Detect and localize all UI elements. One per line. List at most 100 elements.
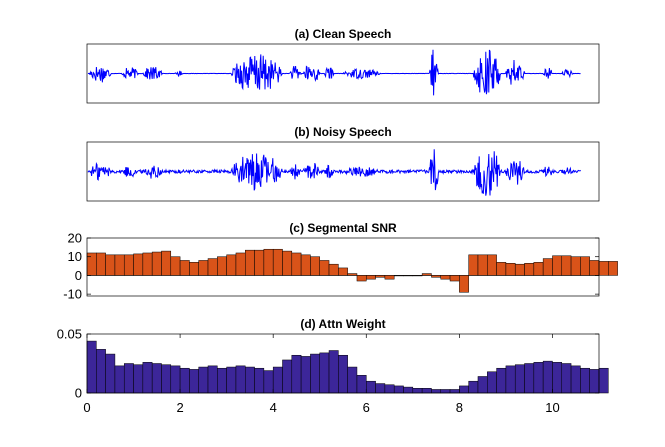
bar — [384, 384, 395, 394]
bar — [161, 364, 172, 394]
bar — [272, 366, 283, 394]
bar — [123, 254, 134, 276]
bar — [403, 275, 414, 277]
bar — [86, 340, 97, 394]
bar — [496, 367, 507, 394]
bar — [384, 275, 395, 280]
bar — [459, 275, 469, 293]
bar — [533, 362, 544, 394]
bar — [170, 365, 181, 394]
bar — [142, 252, 153, 276]
bar — [440, 275, 451, 280]
bar — [356, 375, 367, 394]
bar — [468, 254, 479, 276]
bar — [161, 250, 172, 276]
bar — [393, 385, 404, 394]
bar — [291, 252, 302, 276]
bar — [86, 252, 97, 276]
bar — [207, 365, 218, 394]
bar — [505, 263, 516, 276]
bar — [245, 366, 255, 394]
bar — [412, 388, 423, 394]
bar — [393, 275, 404, 277]
x-tick-label: 0 — [83, 400, 90, 415]
bar — [96, 252, 106, 276]
x-tick-label: 4 — [270, 400, 277, 415]
bar — [403, 386, 414, 394]
bar — [552, 362, 563, 394]
panel-1: (a) Clean Speech — [86, 27, 600, 104]
bar — [263, 248, 274, 276]
y-tick-label: 10 — [68, 249, 82, 264]
bar — [421, 388, 432, 394]
bar — [198, 366, 209, 394]
bar — [347, 366, 358, 394]
bar — [300, 356, 311, 394]
bar — [142, 362, 153, 394]
bar — [459, 385, 469, 394]
y-tick-label: 20 — [68, 231, 82, 246]
bar — [114, 254, 125, 276]
bar — [133, 364, 144, 394]
bar — [487, 254, 497, 276]
panel-3: (c) Segmental SNR 20 10 0 -10 — [63, 221, 618, 302]
bar — [570, 365, 581, 394]
x-tick-label: 6 — [363, 400, 370, 415]
bar — [589, 260, 600, 276]
bar — [198, 260, 209, 276]
bar — [449, 389, 460, 394]
panel-4: (d) Attn Weight 0.05 00 2 4 6 8 10 — [57, 317, 609, 415]
y-tick-label: 0 — [75, 268, 82, 283]
y-tick-label: 0.05 — [57, 327, 82, 342]
bar — [477, 376, 488, 394]
panel-title: (a) Clean Speech — [295, 27, 392, 41]
bar — [235, 252, 246, 276]
bar — [580, 367, 590, 394]
bar — [598, 261, 609, 276]
bar — [533, 262, 544, 276]
bar — [514, 263, 525, 276]
bar — [133, 253, 144, 276]
bar — [524, 363, 535, 394]
bar — [375, 383, 386, 394]
bar — [570, 256, 581, 276]
bar — [179, 367, 190, 394]
bar — [151, 363, 162, 394]
bar — [263, 370, 274, 394]
bar — [189, 369, 199, 394]
bar — [310, 353, 320, 394]
y-tick-label: -10 — [63, 287, 82, 302]
bar — [505, 365, 516, 394]
bar — [356, 275, 367, 282]
x-tick-label: 10 — [545, 400, 559, 415]
bar — [319, 260, 330, 276]
axes-box — [86, 141, 600, 202]
bar — [487, 371, 497, 394]
bar — [496, 262, 507, 276]
bar — [310, 256, 320, 276]
bar — [598, 367, 609, 394]
bar — [272, 248, 283, 276]
bar — [319, 352, 330, 394]
panel-title: (d) Attn Weight — [300, 317, 385, 331]
y-tick-label: 0 — [75, 386, 82, 401]
bar — [524, 263, 535, 276]
waveform-series — [87, 49, 581, 96]
bar — [179, 260, 190, 276]
bar — [431, 389, 441, 394]
bar — [217, 367, 227, 394]
bar — [114, 365, 125, 394]
bar — [542, 258, 553, 276]
bar — [235, 365, 246, 394]
waveform-series — [87, 149, 581, 196]
bar — [123, 363, 134, 394]
bar — [338, 354, 348, 394]
bar — [412, 275, 423, 277]
bar — [375, 275, 386, 278]
bar — [96, 349, 106, 394]
bar — [300, 254, 311, 276]
bar — [608, 261, 618, 276]
bar — [170, 256, 181, 276]
